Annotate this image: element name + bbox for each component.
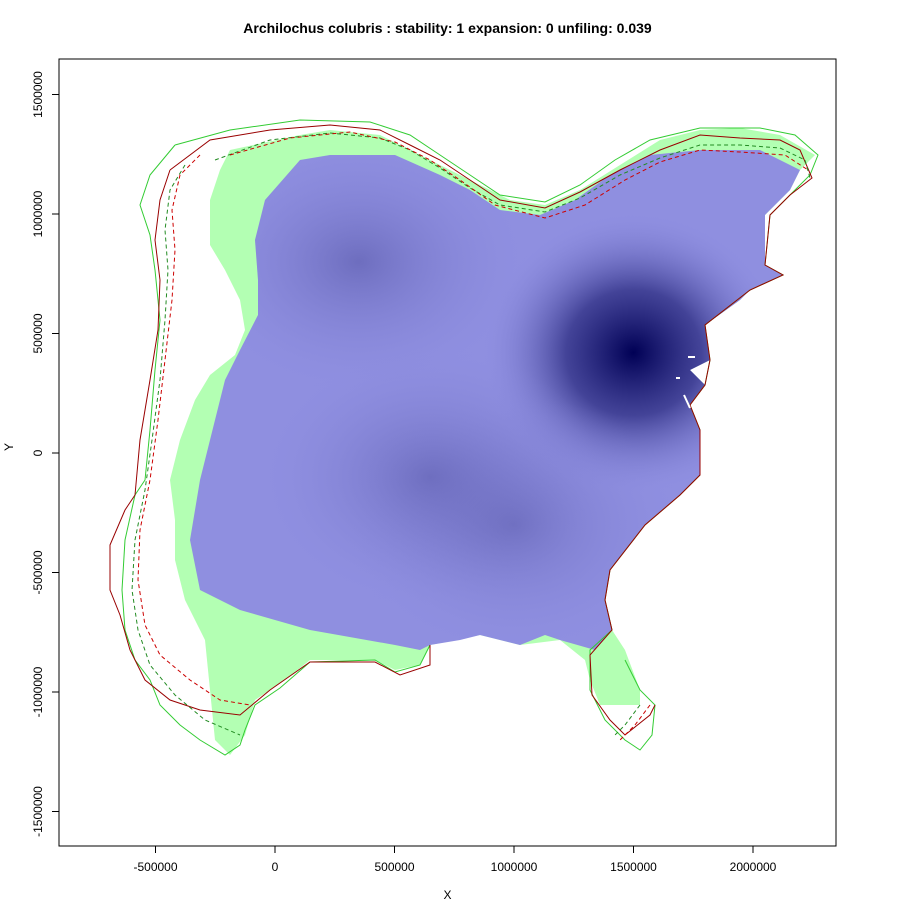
x-tick-label: 2000000 bbox=[730, 860, 777, 874]
native-contour-west bbox=[121, 144, 431, 756]
x-tick-label: 1500000 bbox=[610, 860, 657, 874]
chart-title: Archilochus colubris : stability: 1 expa… bbox=[243, 20, 652, 36]
y-tick-label: 0 bbox=[31, 449, 45, 456]
y-tick-label: 1000000 bbox=[31, 190, 45, 237]
x-tick-label: 1000000 bbox=[491, 860, 538, 874]
x-axis-label: X bbox=[443, 888, 452, 902]
density-layer bbox=[190, 150, 800, 650]
density-peak bbox=[190, 150, 529, 392]
x-axis: -500000 0 500000 1000000 1500000 2000000 bbox=[133, 846, 777, 874]
density-peaks bbox=[190, 150, 784, 650]
invaded-contour-west bbox=[109, 169, 431, 716]
y-tick-label: 1500000 bbox=[31, 71, 45, 118]
density-peak bbox=[344, 394, 684, 650]
y-tick-label: -1500000 bbox=[31, 786, 45, 837]
y-tick-label: -500000 bbox=[31, 550, 45, 594]
contour-layer bbox=[109, 119, 819, 756]
x-tick-label: 0 bbox=[272, 860, 279, 874]
y-tick-label: -1000000 bbox=[31, 666, 45, 717]
invaded-contour bbox=[169, 124, 813, 736]
y-tick-label: 500000 bbox=[31, 313, 45, 353]
native-quantile bbox=[131, 132, 811, 736]
x-tick-label: 500000 bbox=[374, 860, 414, 874]
invaded-quantile bbox=[137, 131, 809, 741]
y-axis: -1500000 -1000000 -500000 0 500000 1000000 150… bbox=[31, 71, 59, 837]
x-tick-label: -500000 bbox=[133, 860, 177, 874]
coast-white-notches bbox=[676, 356, 695, 409]
